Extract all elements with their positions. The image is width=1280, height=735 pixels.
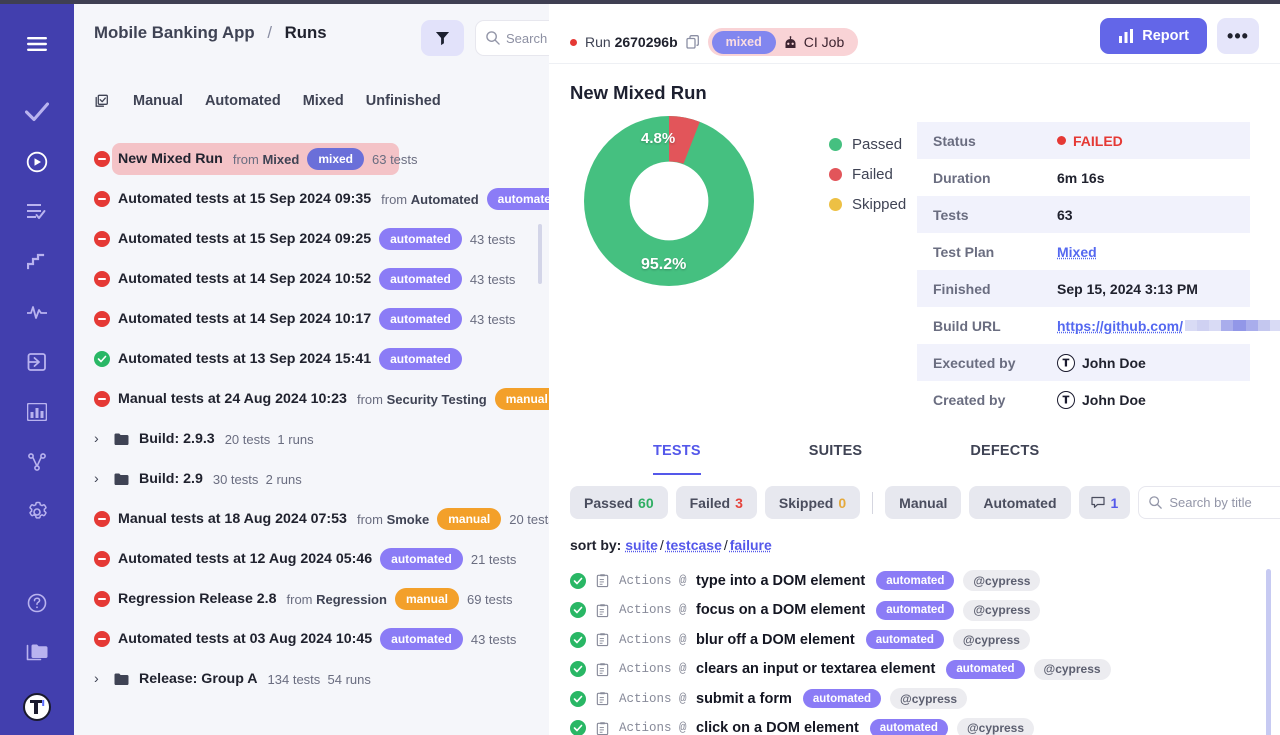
svg-text:4.8%: 4.8% [641,130,675,147]
svg-text:95.2%: 95.2% [641,256,686,273]
